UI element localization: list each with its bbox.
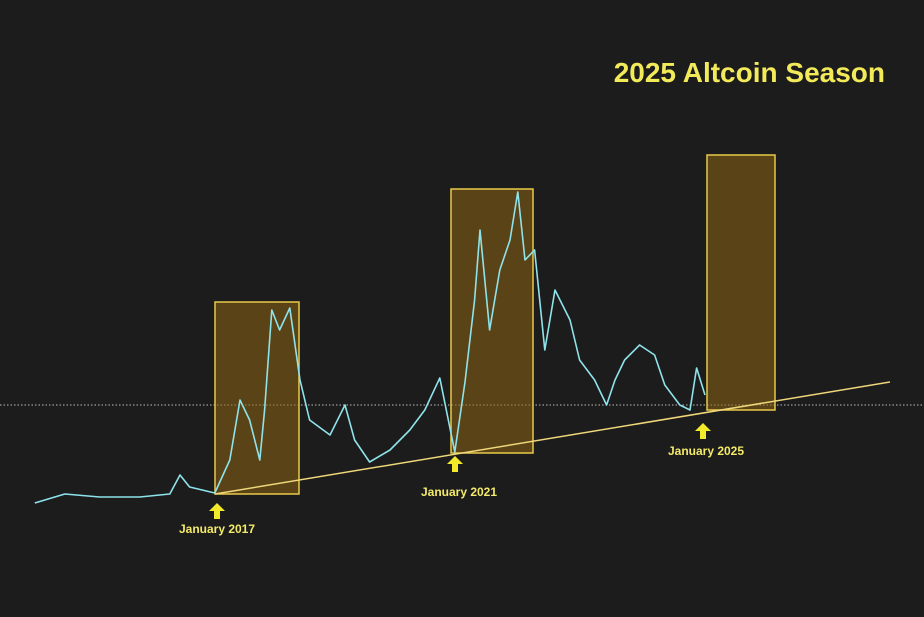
trend-line (214, 381, 891, 495)
season-box (706, 154, 776, 411)
annotation: January 2025 (668, 444, 744, 458)
annotation: January 2017 (179, 522, 255, 536)
arrow (209, 503, 225, 519)
arrow (695, 423, 711, 439)
annotation: January 2021 (421, 485, 497, 499)
season-box (450, 188, 534, 454)
chart-title: 2025 Altcoin Season (614, 57, 885, 88)
price-line (34, 191, 706, 504)
plot (34, 191, 706, 504)
arrow (447, 456, 463, 472)
